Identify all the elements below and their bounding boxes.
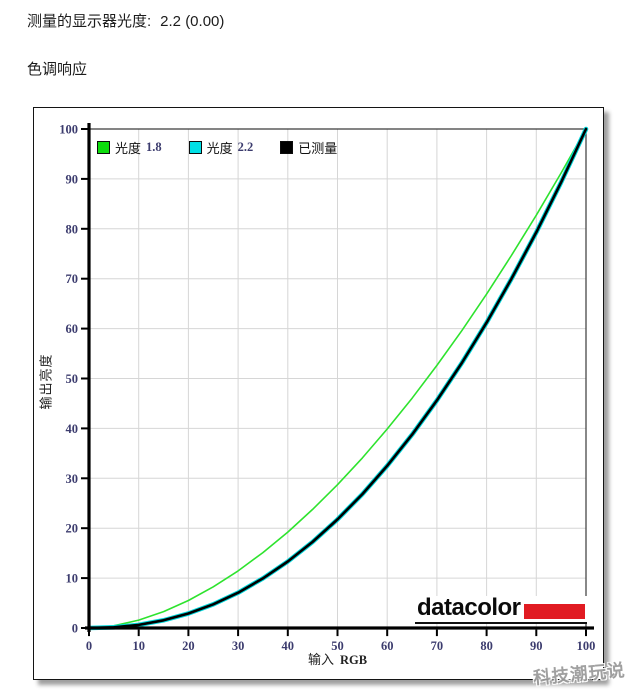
legend-item-2: 已测量 — [280, 138, 337, 157]
x-tick-label: 100 — [577, 639, 596, 653]
legend-value: 2.2 — [237, 139, 254, 154]
x-tick — [535, 629, 538, 637]
legend-item-1: 光度 2.2 — [188, 138, 254, 157]
y-tick — [81, 377, 88, 380]
y-tick-label: 10 — [66, 572, 79, 586]
y-tick-label: 30 — [66, 472, 79, 486]
y-tick-label: 60 — [66, 322, 79, 336]
y-tick — [81, 427, 88, 430]
chart-canvas: 0 10 20 30 40 50 60 70 80 90 100 0 10 20 30 40 50 60 70 80 9… — [59, 123, 596, 654]
y-tick-label: 20 — [66, 522, 79, 536]
y-tick — [81, 577, 88, 580]
x-axis-title-unit: RGB — [339, 653, 368, 667]
legend-label: 已测量 — [298, 140, 338, 156]
x-tick-label: 80 — [480, 639, 493, 653]
x-tick — [585, 629, 587, 637]
x-tick-label: 0 — [86, 639, 92, 653]
section-title: 色调响应 — [27, 61, 88, 78]
y-tick — [81, 327, 88, 330]
y-tick-label: 40 — [66, 422, 79, 436]
y-tick-label: 70 — [66, 272, 79, 286]
tone-response-chart: 0 10 20 30 40 50 60 70 80 90 100 0 10 20 30 40 50 60 70 80 9… — [33, 107, 604, 680]
x-tick — [137, 629, 140, 637]
x-tick — [187, 629, 190, 637]
legend-swatch-icon — [280, 140, 294, 154]
y-tick — [81, 277, 88, 280]
legend-label: 光度 — [115, 140, 142, 156]
x-axis-line — [85, 626, 594, 630]
datacolor-logo-bar — [523, 604, 585, 619]
y-tick — [81, 527, 88, 530]
y-tick-label: 100 — [59, 123, 78, 137]
datacolor-logo: datacolor — [415, 596, 587, 624]
x-tick-label: 50 — [331, 639, 344, 653]
x-tick-label: 30 — [232, 639, 245, 653]
x-tick — [435, 629, 438, 637]
y-tick — [81, 227, 88, 230]
x-tick — [485, 629, 488, 637]
y-tick — [81, 128, 88, 130]
x-tick-label: 20 — [182, 639, 195, 653]
x-tick-label: 40 — [282, 639, 295, 653]
x-tick-label: 70 — [431, 639, 444, 653]
datacolor-logo-text: datacolor — [417, 594, 521, 621]
legend-swatch-icon — [188, 140, 202, 154]
chart-legend: 光度 1.8 光度 2.2 已测量 — [97, 138, 364, 157]
x-tick — [386, 629, 389, 637]
x-tick — [237, 629, 240, 637]
y-tick — [81, 177, 88, 180]
legend-item-0: 光度 1.8 — [97, 138, 162, 157]
y-tick-label: 0 — [72, 622, 78, 636]
y-tick — [81, 477, 88, 480]
y-tick-label: 90 — [66, 172, 79, 186]
legend-value: 1.8 — [146, 139, 162, 154]
x-tick — [286, 629, 289, 637]
y-tick — [81, 627, 88, 629]
x-axis-title-text: 输入 — [307, 652, 334, 667]
x-tick-label: 10 — [132, 639, 145, 653]
x-tick — [88, 629, 90, 637]
curve-0 — [88, 128, 587, 629]
y-tick-label: 80 — [66, 222, 79, 236]
measured-gamma-line: 测量的显示器光度: 2.2 (0.00) — [27, 10, 224, 31]
x-tick-label: 90 — [530, 639, 543, 653]
y-axis-line — [87, 123, 91, 632]
x-tick — [336, 629, 339, 637]
legend-label: 光度 — [206, 140, 233, 156]
y-tick-label: 50 — [66, 372, 79, 386]
legend-swatch-icon — [97, 140, 110, 154]
measured-gamma-label: 测量的显示器光度: — [27, 13, 152, 30]
measured-gamma-value: 2.2 (0.00) — [160, 13, 225, 30]
y-axis-title: 输出亮度 — [38, 353, 54, 410]
x-tick-label: 60 — [381, 639, 394, 653]
x-axis-title: 输入 RGB — [89, 649, 586, 668]
curve-2 — [87, 127, 588, 630]
